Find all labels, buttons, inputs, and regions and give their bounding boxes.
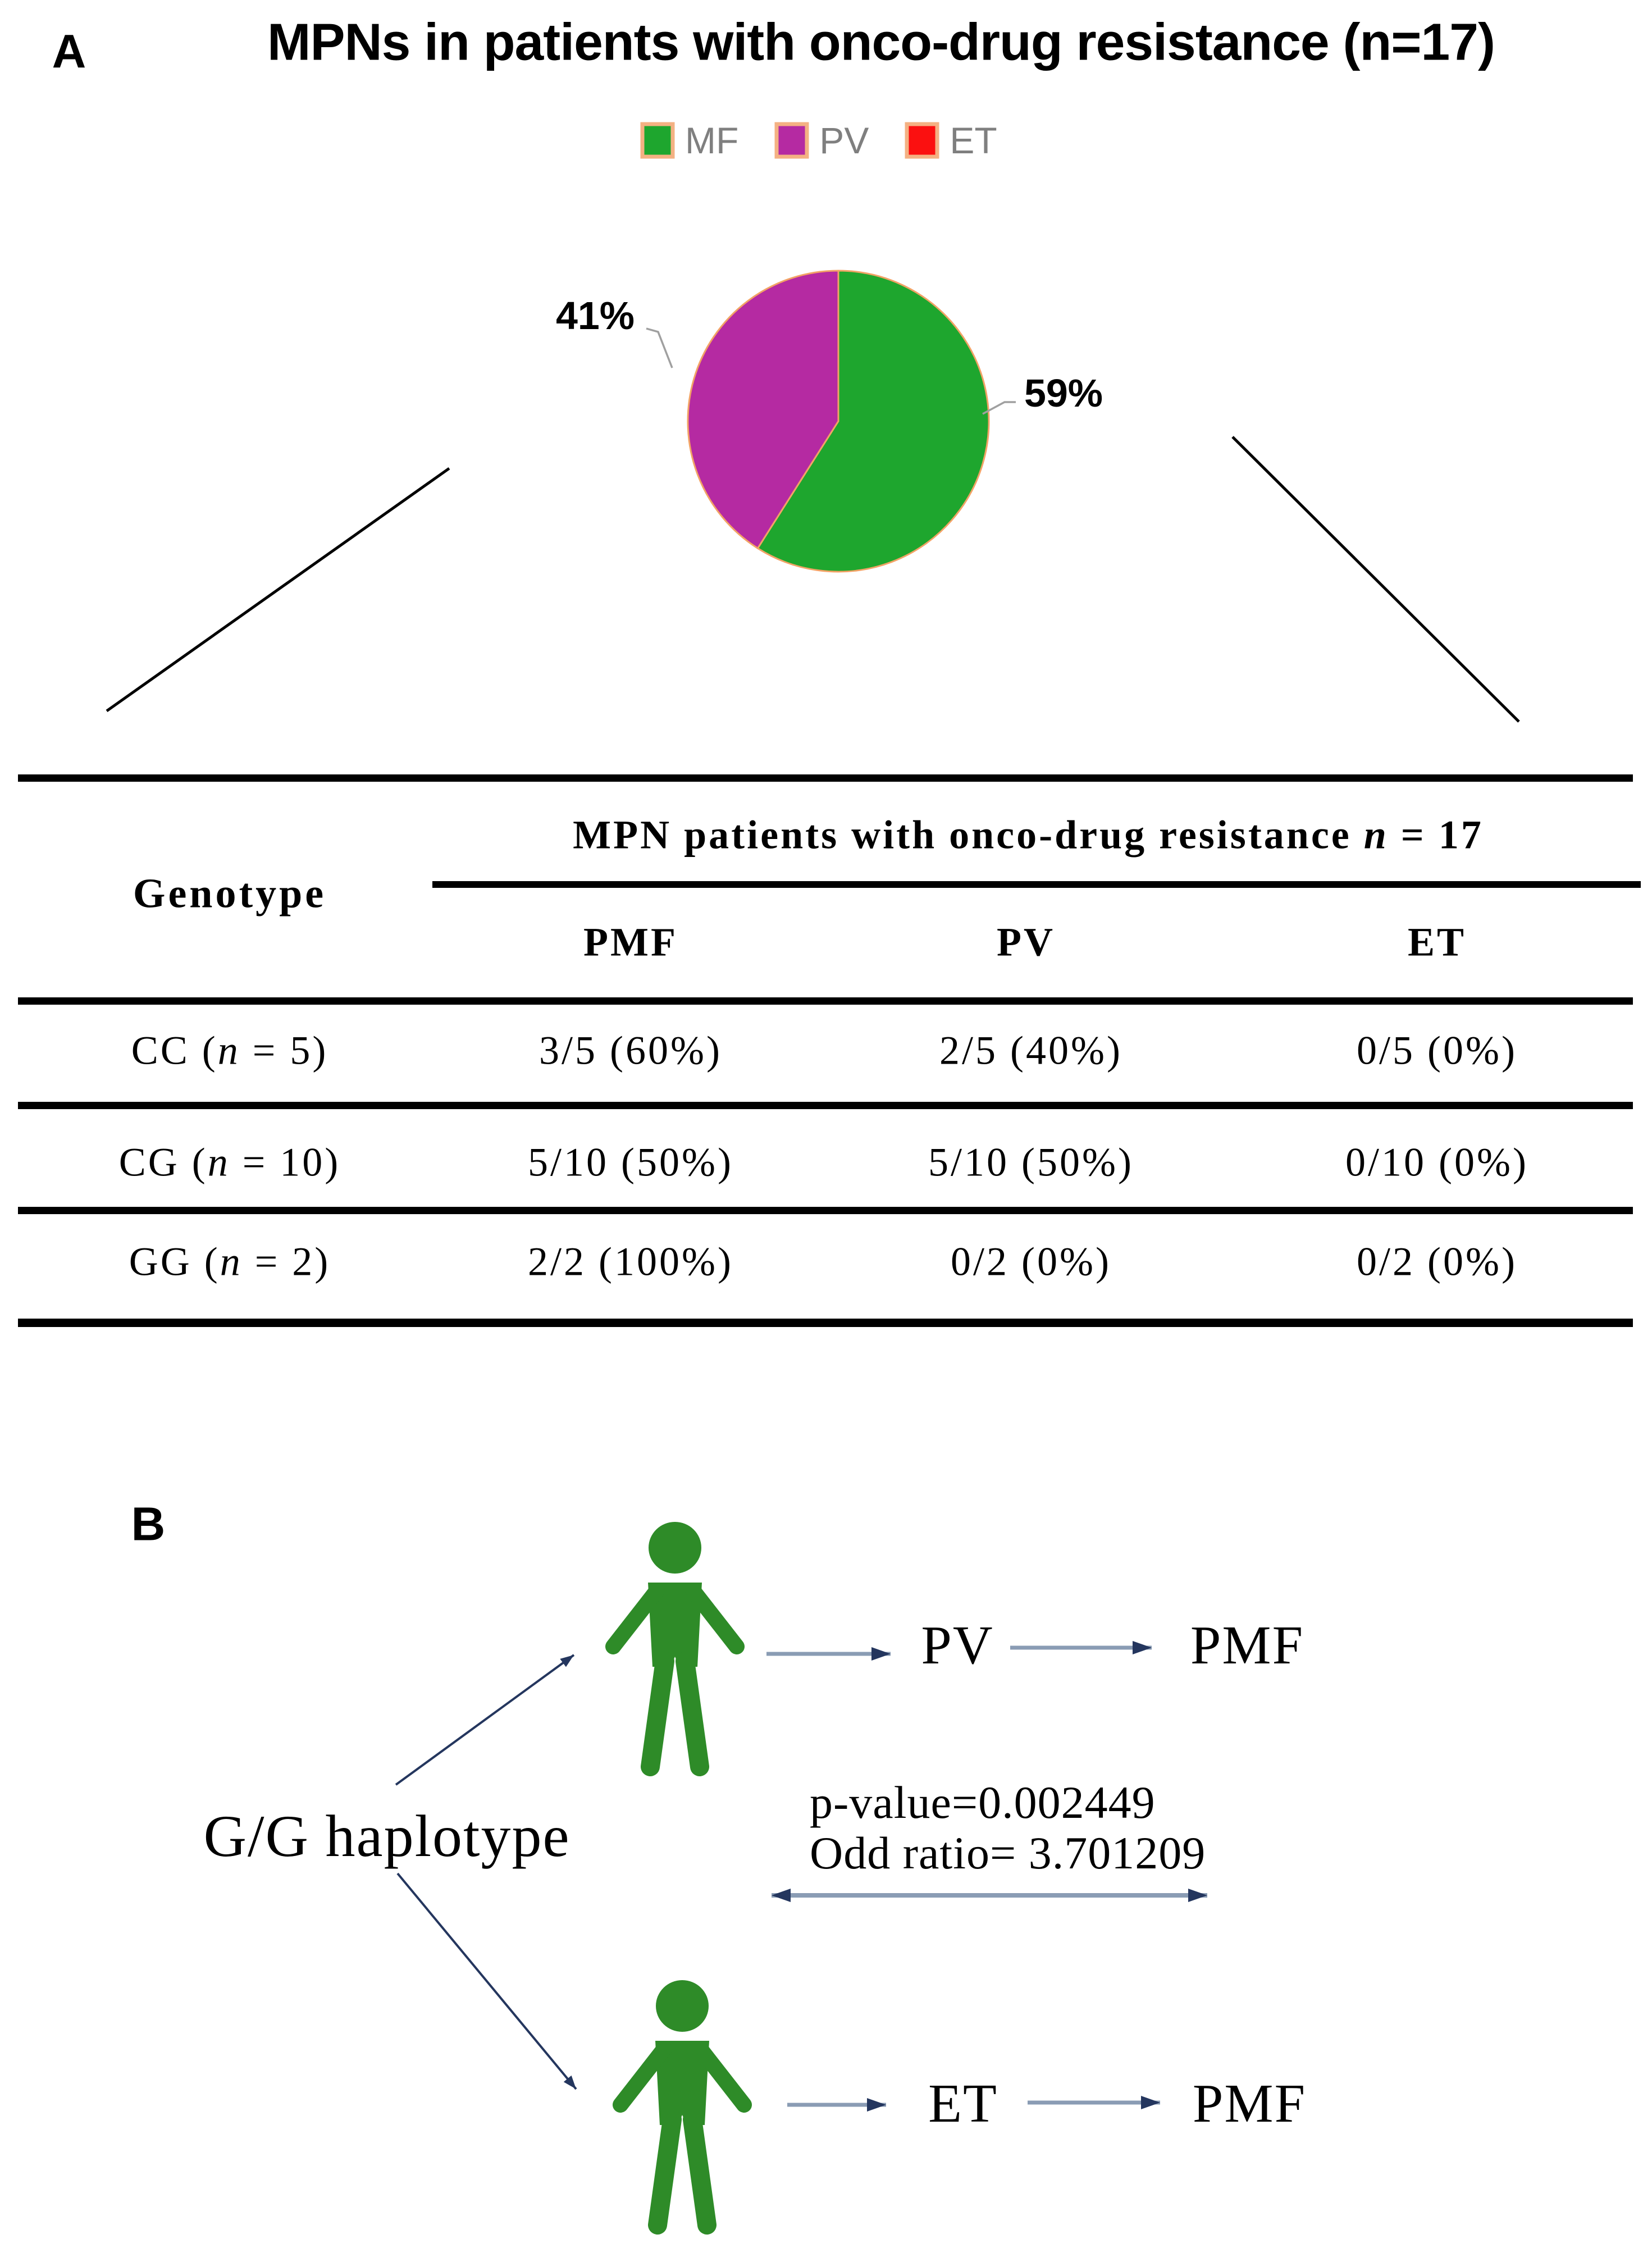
- table-cell: 5/10 (50%): [528, 1139, 733, 1185]
- table-rule-group-header: [432, 881, 1641, 888]
- group-header-n: n: [1363, 812, 1389, 858]
- panel-a-label: A: [52, 25, 86, 78]
- zoom-line-left: [106, 467, 450, 713]
- chart-legend: MF PV ET: [640, 119, 997, 162]
- table-cell: 5/10 (50%): [928, 1139, 1134, 1185]
- pie-label-mf: 59%: [1024, 371, 1103, 415]
- node-pv: PV: [921, 1615, 994, 1676]
- pie-slice-mf: [756, 270, 990, 573]
- pie-chart: [687, 270, 990, 573]
- zoom-line-right: [1231, 436, 1520, 723]
- table-row-label-cg: CG (n = 10): [119, 1139, 341, 1186]
- node-pmf-bottom: PMF: [1192, 2073, 1307, 2134]
- arrow-haplotype-to-person-top: [395, 1654, 575, 1786]
- panel-b-label: B: [131, 1497, 166, 1551]
- table-rule-top: [18, 774, 1633, 782]
- table-cell: 0/5 (0%): [1357, 1028, 1517, 1073]
- legend-swatch-pv-icon: [774, 122, 809, 159]
- table-col-pmf: PMF: [583, 919, 678, 965]
- legend-swatch-mf-icon: [640, 122, 675, 159]
- table-cell: 0/2 (0%): [951, 1239, 1111, 1284]
- person-icon-bottom: [620, 1980, 744, 2225]
- table-col-pv: PV: [997, 919, 1055, 965]
- person-icon-top: [613, 1522, 737, 1767]
- row-gg-n: n: [220, 1239, 243, 1284]
- group-header-text: MPN patients with onco-drug resistance: [573, 812, 1364, 858]
- legend-item-pv: PV: [774, 119, 869, 162]
- row-cc-post: = 5): [240, 1028, 328, 1073]
- table-cell: 2/2 (100%): [528, 1239, 733, 1284]
- table-row-header: Genotype: [133, 870, 327, 917]
- legend-label-pv: PV: [819, 120, 869, 161]
- table-cell: 0/2 (0%): [1357, 1239, 1517, 1284]
- haplotype-label: G/G haplotype: [203, 1803, 571, 1869]
- arrow-haplotype-to-person-bottom: [396, 1872, 577, 2090]
- legend-item-et: ET: [905, 119, 997, 162]
- row-cc-pre: CC (: [131, 1028, 218, 1073]
- table-row-label-cc: CC (n = 5): [131, 1028, 328, 1074]
- row-cc-n: n: [217, 1028, 240, 1073]
- table-cell: 0/10 (0%): [1345, 1139, 1528, 1185]
- row-cg-post: = 10): [230, 1139, 341, 1185]
- node-pmf-top: PMF: [1190, 1615, 1304, 1676]
- row-cg-n: n: [207, 1139, 230, 1185]
- row-cg-pre: CG (: [118, 1139, 208, 1185]
- leader-line-41: [646, 327, 673, 368]
- pie-slice-pv: [687, 270, 839, 549]
- legend-label-mf: MF: [685, 120, 739, 161]
- legend-swatch-et-icon: [905, 122, 939, 159]
- table-rule-row2: [18, 1207, 1633, 1214]
- table-row-label-gg: GG (n = 2): [129, 1239, 331, 1285]
- table-rule-header-bottom: [18, 997, 1633, 1005]
- stat-odd-ratio: Odd ratio= 3.701209: [810, 1827, 1206, 1878]
- stat-p-value: p-value=0.002449: [810, 1777, 1156, 1828]
- legend-label-et: ET: [950, 120, 997, 161]
- node-et: ET: [928, 2073, 998, 2134]
- row-gg-pre: GG (: [129, 1239, 220, 1284]
- table-group-header: MPN patients with onco-drug resistance n…: [573, 812, 1484, 859]
- table-cell: 2/5 (40%): [939, 1028, 1122, 1073]
- row-gg-post: = 2): [242, 1239, 331, 1284]
- leader-line-59: [982, 401, 1016, 415]
- legend-item-mf: MF: [640, 119, 738, 162]
- group-header-eq: = 17: [1388, 812, 1484, 858]
- table-rule-row1: [18, 1102, 1633, 1109]
- table-cell: 3/5 (60%): [539, 1028, 722, 1073]
- table-col-et: ET: [1407, 919, 1467, 965]
- table-rule-bottom: [18, 1319, 1633, 1327]
- chart-title: MPNs in patients with onco-drug resistan…: [267, 12, 1495, 71]
- pie-label-pv: 41%: [555, 294, 635, 338]
